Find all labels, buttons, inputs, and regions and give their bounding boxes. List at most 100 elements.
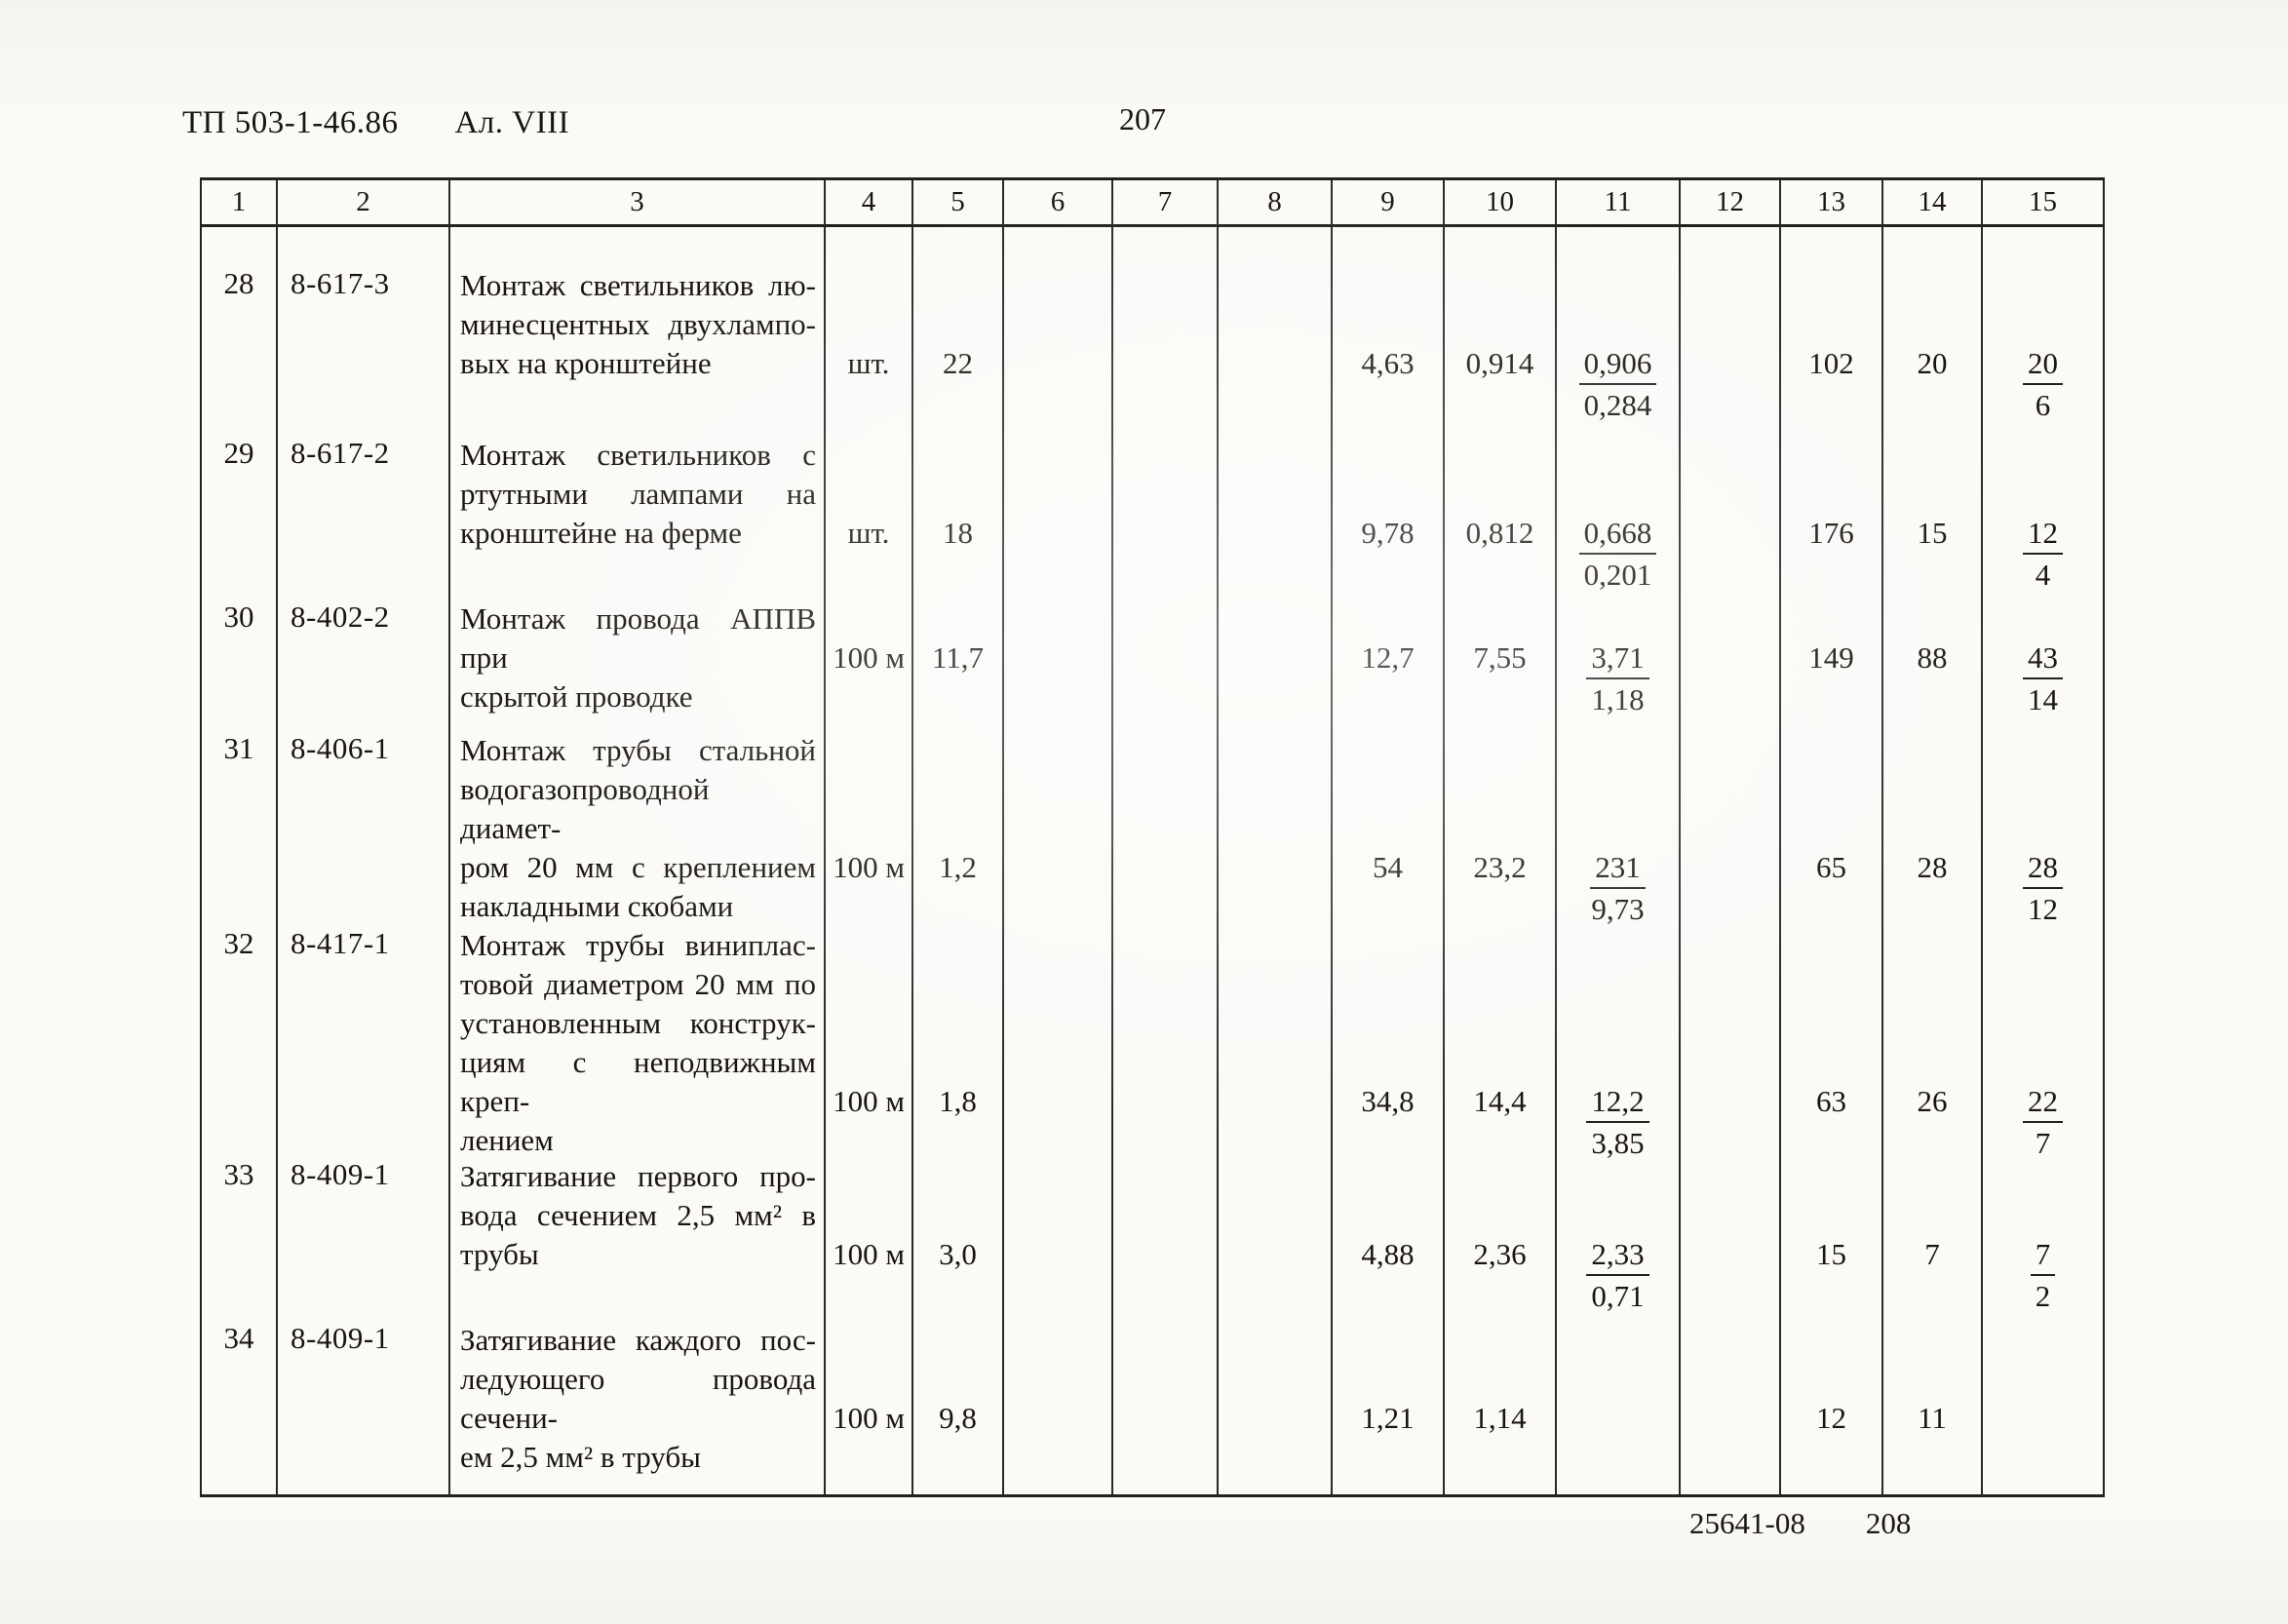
col13-cell: 63 xyxy=(1781,922,1883,1153)
description-line: вых на кронштейне xyxy=(460,346,712,380)
fraction-value: 0,668 0,201 xyxy=(1578,514,1657,594)
description-line: лением xyxy=(460,1123,554,1157)
fraction-value: 28 12 xyxy=(2023,848,2063,928)
album-label: Ал. VIII xyxy=(454,105,570,140)
cell-value: 15 xyxy=(1816,1237,1846,1271)
col6-cell xyxy=(1004,596,1113,727)
col10-cell: 0,812 xyxy=(1445,432,1557,596)
column-header-7: 7 xyxy=(1113,180,1219,227)
description-line: ртутными лампами на xyxy=(460,477,816,511)
code-cell: 8-409-1 xyxy=(278,1153,450,1317)
row-number-cell: 30 xyxy=(202,596,278,727)
fraction-denominator: 14 xyxy=(2028,682,2058,716)
fraction-denominator: 0,201 xyxy=(1583,558,1652,592)
cell-value: 100 м xyxy=(833,1401,905,1435)
cell-value: 1,2 xyxy=(939,850,977,884)
col14-cell: 15 xyxy=(1883,432,1983,596)
col13-cell: 176 xyxy=(1781,432,1883,596)
column-header-6: 6 xyxy=(1004,180,1113,227)
col6-cell xyxy=(1004,1317,1113,1494)
cell-value: 12 xyxy=(1816,1401,1846,1435)
col11-cell: 12,2 3,85 xyxy=(1557,922,1681,1160)
description-line: скрытой проводке xyxy=(460,679,693,714)
column-header-12: 12 xyxy=(1681,180,1781,227)
col12-cell xyxy=(1681,596,1781,727)
cell-value: 4,63 xyxy=(1361,346,1415,380)
row-number-cell: 34 xyxy=(202,1317,278,1494)
cell-value: 9,78 xyxy=(1361,516,1415,550)
quantity-cell: 9,8 xyxy=(913,1317,1004,1494)
col15-cell: 28 12 xyxy=(1983,727,2103,926)
cell-value: 3,0 xyxy=(939,1237,977,1271)
fraction: 43 14 xyxy=(2023,639,2063,718)
cell-value: 100 м xyxy=(833,850,905,884)
fraction-numerator: 20 xyxy=(2023,345,2063,385)
fraction-value: 22 7 xyxy=(2023,1082,2063,1162)
document-header: ТП 503-1-46.86 Ал. VIII xyxy=(182,105,569,141)
fraction: 231 9,73 xyxy=(1590,849,1646,928)
description-line: Монтаж трубы виниплас- xyxy=(460,928,816,962)
page-number: 207 xyxy=(1119,101,1166,136)
column-header-10: 10 xyxy=(1445,180,1557,227)
cell-value: 22 xyxy=(943,346,973,380)
description-line: товой диаметром 20 мм по xyxy=(460,967,816,1001)
cell-value: 14,4 xyxy=(1473,1084,1527,1118)
col8-cell xyxy=(1219,1317,1333,1494)
cell-value: шт. xyxy=(847,516,890,550)
fraction: 12 4 xyxy=(2023,515,2063,594)
col15-cell xyxy=(1983,1317,2103,1494)
fraction-denominator: 7 xyxy=(2035,1126,2051,1160)
cell-value: 7,55 xyxy=(1473,640,1527,675)
cell-value: 100 м xyxy=(833,1084,905,1118)
cell-value: 63 xyxy=(1816,1084,1846,1118)
fraction-numerator: 43 xyxy=(2023,639,2063,679)
fraction: 2,33 0,71 xyxy=(1586,1236,1649,1315)
quantity-cell: 3,0 xyxy=(913,1153,1004,1317)
col11-cell: 0,668 0,201 xyxy=(1557,432,1681,596)
fraction-numerator: 2,33 xyxy=(1586,1236,1649,1276)
cell-value: 18 xyxy=(943,516,973,550)
col11-cell xyxy=(1557,1317,1681,1494)
fraction-numerator: 22 xyxy=(2023,1083,2063,1123)
col9-cell: 4,88 xyxy=(1333,1153,1445,1317)
col9-cell: 12,7 xyxy=(1333,596,1445,727)
cell-value: 54 xyxy=(1373,850,1403,884)
col9-cell: 34,8 xyxy=(1333,922,1445,1153)
column-header-11: 11 xyxy=(1557,180,1681,227)
col9-cell: 9,78 xyxy=(1333,432,1445,596)
code-cell: 8-406-1 xyxy=(278,727,450,922)
fraction: 0,668 0,201 xyxy=(1578,515,1657,594)
col7-cell xyxy=(1113,922,1219,1153)
fraction-numerator: 28 xyxy=(2023,849,2063,889)
fraction-value: 43 14 xyxy=(2023,638,2063,718)
cell-value: 20 xyxy=(1917,346,1948,380)
fraction-denominator: 2 xyxy=(2035,1279,2051,1313)
col15-cell: 20 6 xyxy=(1983,227,2103,432)
col14-cell: 88 xyxy=(1883,596,1983,727)
col7-cell xyxy=(1113,596,1219,727)
cell-value: 88 xyxy=(1917,640,1948,675)
col15-cell: 12 4 xyxy=(1983,432,2103,596)
description-line: ледующего провода сечени- xyxy=(460,1362,816,1435)
unit-cell: 100 м xyxy=(826,727,913,922)
col6-cell xyxy=(1004,227,1113,432)
fraction-denominator: 12 xyxy=(2028,892,2058,926)
quantity-cell: 18 xyxy=(913,432,1004,596)
description-line: водогазопроводной диамет- xyxy=(460,772,710,845)
col13-cell: 102 xyxy=(1781,227,1883,432)
quantity-cell: 11,7 xyxy=(913,596,1004,727)
cell-value: 4,88 xyxy=(1361,1237,1415,1271)
fraction-value: 20 6 xyxy=(2023,344,2063,424)
col10-cell: 0,914 xyxy=(1445,227,1557,432)
cell-value: 1,8 xyxy=(939,1084,977,1118)
col12-cell xyxy=(1681,1317,1781,1494)
cell-value: 12,7 xyxy=(1361,640,1415,675)
row-number-cell: 31 xyxy=(202,727,278,922)
col7-cell xyxy=(1113,1317,1219,1494)
estimate-table: 1 2 3 4 5 6 7 8 9 10 11 12 13 14 15 28 8-617-3 Монтаж све… xyxy=(200,177,2105,1497)
code-cell: 8-617-3 xyxy=(278,227,450,432)
col13-cell: 65 xyxy=(1781,727,1883,922)
fraction: 0,906 0,284 xyxy=(1578,345,1657,424)
column-header-2: 2 xyxy=(278,180,450,227)
description-line: ем 2,5 мм² в трубы xyxy=(460,1440,702,1474)
